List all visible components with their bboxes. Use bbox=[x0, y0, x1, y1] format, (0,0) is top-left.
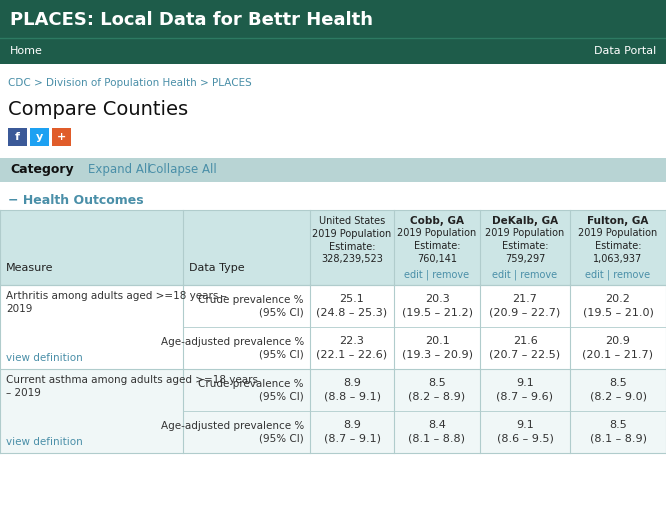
Text: Crude prevalence %
(95% CI): Crude prevalence % (95% CI) bbox=[198, 295, 304, 317]
Text: 22.3
(22.1 – 22.6): 22.3 (22.1 – 22.6) bbox=[316, 336, 388, 360]
Text: edit | remove: edit | remove bbox=[404, 270, 470, 280]
Text: Category: Category bbox=[10, 164, 74, 177]
Bar bbox=[0, 369, 666, 453]
Text: 21.7
(20.9 – 22.7): 21.7 (20.9 – 22.7) bbox=[490, 294, 561, 318]
Text: +: + bbox=[57, 132, 66, 142]
Text: 2019 Population
Estimate:
759,297: 2019 Population Estimate: 759,297 bbox=[486, 228, 565, 264]
Text: 20.9
(20.1 – 21.7): 20.9 (20.1 – 21.7) bbox=[583, 336, 653, 360]
Text: United States
2019 Population
Estimate:
328,239,523: United States 2019 Population Estimate: … bbox=[312, 216, 392, 265]
Text: 8.9
(8.8 – 9.1): 8.9 (8.8 – 9.1) bbox=[324, 378, 380, 401]
Text: 20.1
(19.3 – 20.9): 20.1 (19.3 – 20.9) bbox=[402, 336, 472, 360]
Text: 2019 Population
Estimate:
760,141: 2019 Population Estimate: 760,141 bbox=[398, 228, 477, 264]
Text: Collapse All: Collapse All bbox=[148, 164, 216, 177]
Text: 8.4
(8.1 – 8.8): 8.4 (8.1 – 8.8) bbox=[408, 420, 466, 443]
Text: 9.1
(8.6 – 9.5): 9.1 (8.6 – 9.5) bbox=[497, 420, 553, 443]
Text: Arthritis among adults aged >=18 years –
2019: Arthritis among adults aged >=18 years –… bbox=[6, 291, 227, 314]
Text: Home: Home bbox=[10, 46, 43, 56]
Text: Age-adjusted prevalence %
(95% CI): Age-adjusted prevalence % (95% CI) bbox=[161, 337, 304, 359]
Text: Data Portal: Data Portal bbox=[594, 46, 656, 56]
Text: PLACES: Local Data for Bettr Health: PLACES: Local Data for Bettr Health bbox=[10, 11, 373, 29]
Bar bbox=[8, 128, 27, 146]
Bar bbox=[0, 0, 666, 38]
Text: Current asthma among adults aged >=18 years
– 2019: Current asthma among adults aged >=18 ye… bbox=[6, 375, 258, 398]
Bar bbox=[0, 38, 666, 64]
Text: Age-adjusted prevalence %
(95% CI): Age-adjusted prevalence % (95% CI) bbox=[161, 421, 304, 443]
Text: edit | remove: edit | remove bbox=[492, 270, 557, 280]
Text: Measure: Measure bbox=[6, 263, 53, 273]
Bar bbox=[0, 210, 666, 285]
Text: 9.1
(8.7 – 9.6): 9.1 (8.7 – 9.6) bbox=[496, 378, 553, 401]
Bar bbox=[0, 285, 666, 369]
Text: 8.5
(8.1 – 8.9): 8.5 (8.1 – 8.9) bbox=[589, 420, 647, 443]
Text: CDC > Division of Population Health > PLACES: CDC > Division of Population Health > PL… bbox=[8, 78, 252, 88]
Text: y: y bbox=[36, 132, 43, 142]
Text: Cobb, GA: Cobb, GA bbox=[410, 216, 464, 226]
Text: Crude prevalence %
(95% CI): Crude prevalence % (95% CI) bbox=[198, 379, 304, 401]
Text: edit | remove: edit | remove bbox=[585, 270, 651, 280]
Text: 25.1
(24.8 – 25.3): 25.1 (24.8 – 25.3) bbox=[316, 294, 388, 318]
Text: − Health Outcomes: − Health Outcomes bbox=[8, 194, 144, 207]
Text: 8.5
(8.2 – 8.9): 8.5 (8.2 – 8.9) bbox=[408, 378, 466, 401]
Text: 20.3
(19.5 – 21.2): 20.3 (19.5 – 21.2) bbox=[402, 294, 472, 318]
Text: view definition: view definition bbox=[6, 353, 83, 363]
Text: Data Type: Data Type bbox=[189, 263, 244, 273]
Text: 8.9
(8.7 – 9.1): 8.9 (8.7 – 9.1) bbox=[324, 420, 380, 443]
Text: Expand All: Expand All bbox=[88, 164, 151, 177]
Bar bbox=[0, 158, 666, 182]
Text: DeKalb, GA: DeKalb, GA bbox=[492, 216, 558, 226]
Text: view definition: view definition bbox=[6, 437, 83, 447]
Bar bbox=[30, 128, 49, 146]
Text: 2019 Population
Estimate:
1,063,937: 2019 Population Estimate: 1,063,937 bbox=[578, 228, 657, 264]
Text: 8.5
(8.2 – 9.0): 8.5 (8.2 – 9.0) bbox=[589, 378, 647, 401]
Text: 21.6
(20.7 – 22.5): 21.6 (20.7 – 22.5) bbox=[490, 336, 561, 360]
Text: 20.2
(19.5 – 21.0): 20.2 (19.5 – 21.0) bbox=[583, 294, 653, 318]
Bar bbox=[52, 128, 71, 146]
Text: Compare Counties: Compare Counties bbox=[8, 100, 188, 119]
Text: Fulton, GA: Fulton, GA bbox=[587, 216, 649, 226]
Text: f: f bbox=[15, 132, 20, 142]
